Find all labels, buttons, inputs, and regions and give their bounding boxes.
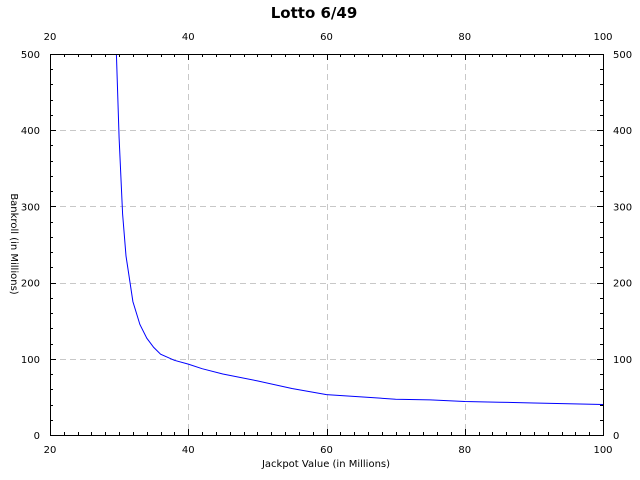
plot-frame [50, 54, 604, 436]
y-tick-label-right: 400 [613, 126, 632, 137]
x-tick-label-top: 60 [320, 32, 333, 43]
x-tick-label-bottom: 20 [44, 445, 57, 456]
y-tick-label-right: 200 [613, 279, 632, 290]
x-tick-label-top: 40 [182, 32, 195, 43]
chart-title: Lotto 6/49 [271, 4, 358, 22]
x-tick-label-top: 80 [458, 32, 471, 43]
x-tick-label-bottom: 40 [182, 445, 195, 456]
x-tick-label-bottom: 100 [593, 445, 612, 456]
y-tick-label-right: 300 [613, 202, 632, 213]
x-tick-label-bottom: 80 [458, 445, 471, 456]
ticks [50, 54, 604, 436]
x-tick-label-bottom: 60 [320, 445, 333, 456]
grid [50, 54, 603, 435]
y-tick-label-left: 100 [21, 355, 40, 366]
x-tick-label-top: 100 [593, 32, 612, 43]
y-axis-label: Bankroll (in Millions) [8, 193, 19, 294]
y-tick-label-left: 400 [21, 126, 40, 137]
x-axis-label: Jackpot Value (in Millions) [261, 459, 390, 470]
y-tick-label-left: 300 [21, 202, 40, 213]
y-tick-label-right: 100 [613, 355, 632, 366]
series [115, 53, 604, 405]
x-tick-label-top: 20 [44, 32, 57, 43]
y-tick-label-right: 500 [613, 50, 632, 61]
y-tick-label-left: 200 [21, 279, 40, 290]
y-tick-label-right: 0 [613, 431, 619, 442]
series-line [115, 53, 604, 405]
y-tick-label-left: 500 [21, 50, 40, 61]
y-tick-label-left: 0 [34, 431, 40, 442]
